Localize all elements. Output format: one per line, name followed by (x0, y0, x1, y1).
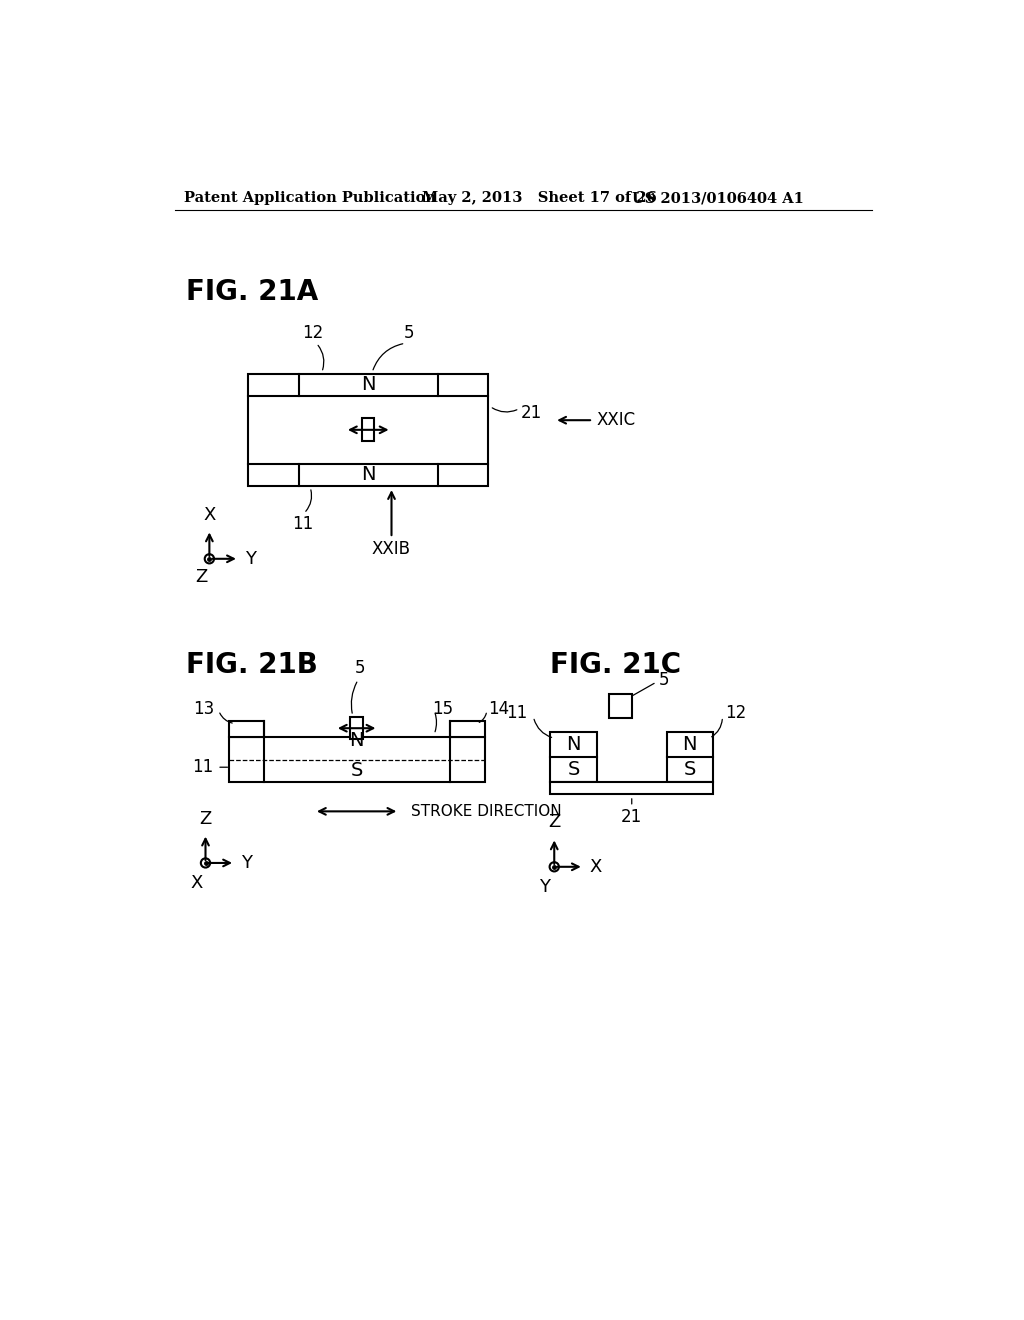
Text: 13: 13 (194, 700, 215, 718)
Text: Y: Y (540, 878, 551, 895)
Text: N: N (361, 466, 376, 484)
Text: 11: 11 (292, 515, 313, 533)
Bar (228, 738, 484, 781)
Bar (248, 374, 488, 486)
Text: May 2, 2013   Sheet 17 of 26: May 2, 2013 Sheet 17 of 26 (423, 191, 657, 206)
Text: N: N (361, 375, 376, 395)
Circle shape (550, 862, 559, 871)
Text: 12: 12 (302, 323, 324, 342)
Bar (450, 721, 484, 738)
Text: 12: 12 (725, 704, 746, 722)
Bar (362, 418, 375, 441)
Text: X: X (190, 874, 203, 892)
Text: Z: Z (200, 809, 212, 828)
Circle shape (205, 554, 214, 564)
Text: FIG. 21C: FIG. 21C (550, 651, 682, 680)
Text: US 2013/0106404 A1: US 2013/0106404 A1 (632, 191, 804, 206)
Text: 5: 5 (658, 671, 670, 689)
Text: N: N (566, 735, 581, 754)
Bar (667, 733, 713, 781)
Text: 21: 21 (521, 404, 542, 421)
Bar (608, 693, 632, 718)
Text: 14: 14 (488, 700, 510, 718)
Text: FIG. 21A: FIG. 21A (186, 277, 318, 306)
Text: X: X (590, 858, 602, 875)
Text: 15: 15 (432, 700, 454, 718)
Text: Z: Z (196, 568, 208, 586)
Text: STROKE DIRECTION: STROKE DIRECTION (411, 804, 561, 818)
Bar (550, 781, 713, 795)
Text: S: S (684, 760, 696, 779)
Bar (228, 721, 263, 738)
Bar (350, 718, 362, 739)
Text: S: S (567, 760, 580, 779)
Text: 11: 11 (506, 704, 527, 722)
Text: Patent Application Publication: Patent Application Publication (183, 191, 436, 206)
Text: Y: Y (241, 854, 252, 873)
Text: XXIB: XXIB (372, 540, 411, 557)
Text: X: X (203, 506, 216, 524)
Text: Y: Y (245, 550, 256, 568)
Text: 21: 21 (622, 808, 642, 826)
Text: Z: Z (548, 813, 560, 832)
Text: 5: 5 (404, 323, 415, 342)
Text: N: N (683, 735, 697, 754)
Text: XXIC: XXIC (597, 412, 636, 429)
Text: 11: 11 (193, 758, 213, 776)
Circle shape (201, 858, 210, 867)
Text: 5: 5 (355, 660, 366, 677)
Text: S: S (350, 762, 362, 780)
Text: FIG. 21B: FIG. 21B (186, 651, 318, 680)
Bar (550, 733, 597, 781)
Text: N: N (349, 731, 364, 750)
